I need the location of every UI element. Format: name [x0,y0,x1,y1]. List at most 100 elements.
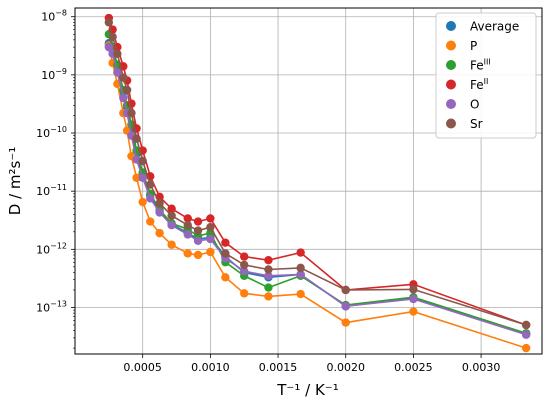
data-point [409,285,418,294]
data-point [221,249,230,258]
legend-label-base: Fe [470,59,484,73]
plot-frame [74,7,543,355]
y-tick-base: 10 [36,243,50,256]
legend-label-superscript: III [484,58,491,67]
y-tick-base: 10 [36,301,50,314]
x-tick-label: 0.0005 [123,361,162,374]
y-tick-label: 10−10 [36,125,67,140]
data-point [240,267,249,276]
legend-label: FeII [470,77,488,92]
data-point [183,230,192,239]
data-point [113,68,122,77]
x-tick-label: 0.0010 [191,361,230,374]
legend-marker [446,21,456,31]
data-point [221,273,230,282]
data-point [193,217,203,226]
y-tick-label: 10−13 [36,299,67,314]
y-tick-base: 10 [36,185,50,198]
data-point [521,343,531,353]
data-point [296,248,305,257]
legend-marker [446,60,456,70]
y-axis-title: D / m²s⁻¹ [6,147,24,216]
data-point [240,260,249,270]
data-point [264,256,273,265]
y-tick-label: 10−9 [41,67,67,82]
y-tick-label: 10−11 [36,183,67,198]
data-point [221,238,230,247]
legend-marker [446,79,456,90]
legend-label-base: Sr [470,117,483,131]
legend-marker [446,99,456,109]
data-point [138,156,147,166]
data-point [104,42,114,52]
data-point [521,320,531,330]
y-tick-exponent: −8 [55,9,67,18]
legend-label: O [470,98,479,112]
y-tick-exponent: −13 [50,299,67,308]
data-point [206,234,215,244]
data-point [240,252,249,261]
data-point [155,208,164,217]
x-tick-label: 0.0015 [259,361,298,374]
data-point [167,240,176,249]
legend-frame [435,12,537,139]
data-point [167,220,176,230]
data-point [138,197,147,207]
data-point [264,265,273,274]
data-point [264,292,273,301]
series-layer [104,13,531,353]
legend-label-base: Fe [470,78,484,92]
y-tick-exponent: −9 [55,67,67,76]
y-tick-label: 10−12 [36,241,67,256]
data-point [155,199,164,208]
data-point [122,85,132,95]
legend-marker [446,40,456,51]
data-point [119,73,128,82]
x-axis-title: T⁻¹ / K⁻¹ [276,381,338,399]
y-tick-label: 10−8 [41,9,67,24]
data-point [206,247,215,257]
legend-marker [446,118,456,129]
data-point [127,108,136,118]
data-point [183,214,192,223]
x-tick-label: 0.0020 [326,361,365,374]
legend-label: Sr [470,117,483,131]
data-point [521,330,531,339]
legend-label: P [470,39,477,53]
y-tick-exponent: −12 [50,241,67,250]
data-point [206,214,215,223]
tick-layer: 0.0005 0.0010 0.0015 0.0020 0.0025 0.003010−8… [36,9,500,374]
data-point [146,217,155,226]
data-point [138,173,147,182]
data-point [264,283,273,292]
data-point [193,250,203,260]
data-point [296,270,305,279]
data-point [113,49,122,59]
data-point [409,294,418,304]
legend-label-base: O [470,98,479,112]
y-tick-exponent: −11 [50,183,67,192]
x-tick-label: 0.0030 [462,361,501,374]
x-tick-label: 0.0025 [394,361,433,374]
data-point [240,289,249,298]
data-point [296,263,305,273]
legend-label-superscript: II [484,77,489,86]
data-point [193,236,203,246]
legend-label-base: Average [470,20,519,34]
data-point [341,285,350,295]
data-point [206,223,215,232]
data-point [183,249,192,258]
data-point [296,289,305,299]
y-tick-exponent: −10 [50,125,67,134]
y-tick-base: 10 [36,127,50,140]
data-point [409,307,418,316]
legend-label-base: P [470,39,477,53]
data-point [146,180,155,189]
data-point [167,204,176,213]
data-point [183,220,192,230]
data-point [193,226,203,235]
data-point [119,93,128,103]
data-point [146,194,155,203]
legend-label: Average [470,20,519,34]
